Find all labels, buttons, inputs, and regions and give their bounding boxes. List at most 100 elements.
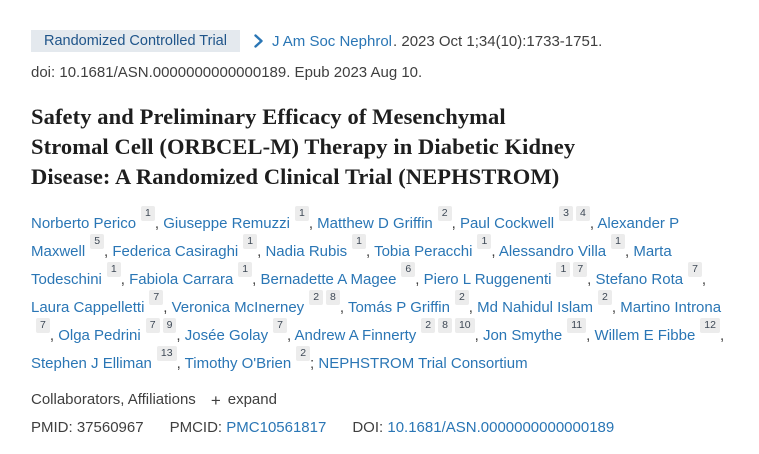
- citation-text: . 2023 Oct 1;34(10):1733-1751.: [393, 32, 603, 50]
- author-link[interactable]: Josée Golay: [184, 326, 269, 344]
- author-separator: ,: [287, 326, 295, 344]
- author-link[interactable]: Martino Introna: [620, 298, 722, 316]
- pmid-group: PMID: 37560967: [31, 419, 144, 436]
- author-link[interactable]: Alexander P Maxwell: [31, 214, 679, 260]
- author-separator: ,: [701, 270, 707, 288]
- author-link[interactable]: Paul Cockwell: [459, 214, 555, 232]
- author-separator: ,: [451, 214, 460, 232]
- affiliation-superscript: 1: [352, 233, 367, 249]
- author-link[interactable]: Tobia Peracchi: [374, 242, 473, 260]
- affiliation-superscript: 7: [688, 261, 702, 277]
- author-link[interactable]: Federica Casiraghi: [112, 242, 239, 260]
- author-separator: ,: [586, 326, 595, 344]
- author-separator: ,: [176, 326, 185, 344]
- publication-type-badge: Randomized Controlled Trial: [31, 30, 240, 52]
- author-link[interactable]: Veronica McInerney: [171, 298, 305, 316]
- affiliation-superscript: 11: [567, 317, 587, 333]
- author-separator: ,: [49, 326, 59, 344]
- pmid-value: 37560967: [76, 419, 144, 437]
- citation-row: Randomized Controlled Trial J Am Soc Nep…: [31, 30, 731, 52]
- affiliation-superscript: 7: [145, 317, 160, 333]
- affiliation-superscript: 13: [156, 346, 177, 361]
- author-link[interactable]: Piero L Ruggenenti: [423, 270, 552, 288]
- plus-icon: +: [210, 390, 221, 410]
- author-separator: ,: [474, 326, 483, 344]
- authors-list: Norberto Perico1, Giuseppe Remuzzi1, Mat…: [31, 205, 731, 378]
- author-link[interactable]: Jon Smythe: [482, 326, 563, 344]
- collaborators-affiliations-label: Collaborators, Affiliations: [31, 391, 196, 409]
- affiliation-superscript: 2: [296, 346, 311, 361]
- affiliation-superscript: 1: [141, 205, 155, 221]
- article-title-line: Safety and Preliminary Efficacy of Mesen…: [31, 104, 506, 129]
- author-link[interactable]: Timothy O'Brien: [184, 355, 292, 372]
- collaborators-row: Collaborators, Affiliations + expand: [31, 390, 731, 410]
- affiliation-superscript: 5: [90, 233, 105, 249]
- author-link[interactable]: Nadia Rubis: [265, 242, 348, 260]
- author-link[interactable]: Md Nahidul Islam: [477, 298, 594, 316]
- author-link[interactable]: Andrew A Finnerty: [294, 326, 417, 344]
- pubmed-article-header: Randomized Controlled Trial J Am Soc Nep…: [31, 30, 731, 437]
- affiliation-superscript: 1: [238, 261, 253, 277]
- affiliation-superscript: 12: [700, 317, 720, 333]
- author-separator: ,: [308, 214, 318, 232]
- author-link[interactable]: Willem E Fibbe: [594, 326, 696, 344]
- author-link[interactable]: Tomás P Griffin: [347, 298, 450, 316]
- affiliation-superscript: 10: [454, 317, 475, 333]
- doi-link[interactable]: 10.1681/ASN.0000000000000189: [387, 419, 615, 437]
- author-separator: ,: [257, 242, 266, 260]
- affiliation-superscript: 2: [454, 289, 469, 305]
- article-title-line: Disease: A Randomized Clinical Trial (NE…: [31, 163, 560, 189]
- affiliation-superscript: 7: [573, 261, 588, 277]
- affiliation-superscript: 2: [309, 289, 324, 305]
- author-link[interactable]: Laura Cappelletti: [31, 298, 145, 316]
- affiliation-superscript: 2: [421, 317, 436, 333]
- author-separator: ,: [366, 242, 375, 260]
- author-link[interactable]: Fabiola Carrara: [129, 270, 234, 288]
- author-link[interactable]: Norberto Perico: [31, 214, 137, 232]
- author-separator: ,: [252, 270, 261, 288]
- author-separator: ,: [120, 270, 130, 288]
- affiliation-superscript: 1: [556, 261, 571, 277]
- pmid-label: PMID:: [31, 419, 73, 437]
- author-link[interactable]: Giuseppe Remuzzi: [163, 214, 290, 232]
- expand-button[interactable]: + expand: [210, 390, 277, 410]
- pmcid-link[interactable]: PMC10561817: [226, 419, 327, 437]
- author-link[interactable]: Stefano Rota: [595, 270, 684, 288]
- author-separator: ,: [104, 242, 113, 260]
- author-link[interactable]: Stephen J Elliman: [31, 355, 152, 372]
- author-separator: ,: [719, 326, 725, 344]
- author-separator: ,: [611, 298, 621, 316]
- journal-link[interactable]: J Am Soc Nephrol: [271, 32, 393, 50]
- article-title: Safety and Preliminary Efficacy of Mesen…: [31, 102, 731, 192]
- expand-label: expand: [227, 391, 277, 409]
- affiliation-superscript: 7: [273, 317, 287, 333]
- author-link[interactable]: Marta Todeschini: [31, 242, 672, 288]
- collaborator-group-link[interactable]: NEPHSTROM Trial Consortium: [318, 355, 528, 372]
- doi-label: DOI:: [352, 419, 384, 437]
- article-title-line: Stromal Cell (ORBCEL-M) Therapy in Diabe…: [31, 133, 576, 159]
- author-link[interactable]: Matthew D Griffin: [317, 214, 433, 232]
- affiliation-superscript: 2: [598, 289, 612, 305]
- author-separator: ,: [154, 214, 164, 232]
- chevron-right-icon: [254, 34, 263, 48]
- affiliation-superscript: 6: [401, 261, 416, 277]
- affiliation-superscript: 1: [611, 233, 625, 249]
- author-separator: ,: [468, 298, 478, 316]
- affiliation-superscript: 9: [162, 317, 177, 333]
- affiliation-superscript: 8: [438, 317, 452, 333]
- affiliation-superscript: 2: [437, 205, 452, 221]
- author-separator: ,: [491, 242, 499, 260]
- author-separator: ,: [176, 355, 185, 372]
- author-link[interactable]: Olga Pedrini: [58, 326, 141, 344]
- affiliation-superscript: 1: [477, 233, 492, 249]
- affiliation-superscript: 7: [149, 289, 164, 305]
- author-link[interactable]: Alessandro Villa: [498, 242, 607, 260]
- author-separator: ,: [163, 298, 172, 316]
- author-separator: ;: [310, 355, 319, 372]
- author-link[interactable]: Bernadette A Magee: [260, 270, 397, 288]
- author-separator: ,: [589, 214, 598, 232]
- affiliation-superscript: 1: [294, 205, 309, 221]
- affiliation-superscript: 1: [106, 261, 121, 277]
- doi-group: DOI: 10.1681/ASN.0000000000000189: [352, 419, 614, 436]
- affiliation-superscript: 4: [576, 205, 590, 221]
